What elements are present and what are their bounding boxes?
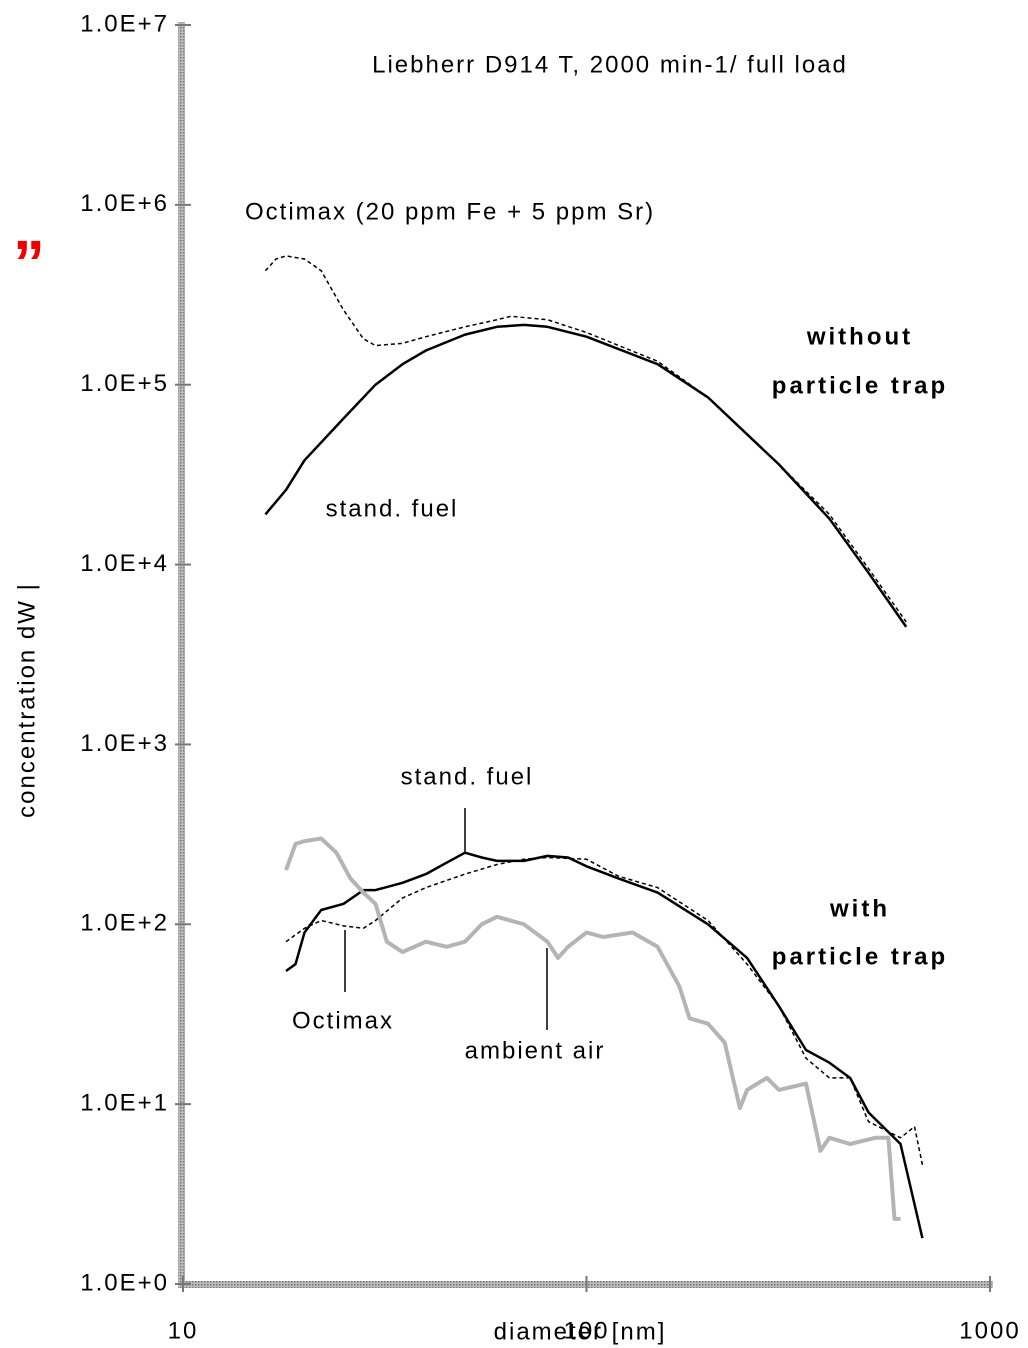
series-label: stand. fuel bbox=[401, 763, 534, 790]
chart-title: Liebherr D914 T, 2000 min-1/ full load bbox=[372, 51, 848, 78]
annotation: without bbox=[806, 323, 913, 350]
y-axis-label: concentration dW | bbox=[13, 582, 40, 818]
x-tick-label: 100 bbox=[563, 1317, 609, 1344]
x-tick-label: 1000 bbox=[959, 1317, 1020, 1344]
series-line bbox=[264, 323, 908, 628]
x-axis-label: diameter [nm] bbox=[494, 1318, 667, 1345]
x-tick-label: 10 bbox=[168, 1317, 199, 1344]
series-line bbox=[285, 856, 924, 1165]
y-tick-label: 1.0E+5 bbox=[80, 370, 169, 397]
y-tick-label: 1.0E+0 bbox=[80, 1269, 169, 1296]
y-tick-label: 1.0E+7 bbox=[80, 10, 169, 37]
series-label: ambient air bbox=[465, 1037, 606, 1064]
series-label: stand. fuel bbox=[326, 495, 459, 522]
y-axis bbox=[178, 22, 185, 1287]
series-line bbox=[264, 255, 907, 623]
y-tick-label: 1.0E+6 bbox=[80, 190, 169, 217]
y-tick-label: 1.0E+3 bbox=[80, 730, 169, 757]
series-label: Octimax bbox=[292, 1007, 394, 1034]
annotation: with bbox=[829, 895, 890, 922]
annotation: particle trap bbox=[772, 372, 948, 399]
annotation: particle trap bbox=[772, 943, 948, 970]
y-tick-label: 1.0E+2 bbox=[80, 910, 169, 937]
series-line bbox=[284, 836, 901, 1221]
series-label: Octimax (20 ppm Fe + 5 ppm Sr) bbox=[245, 198, 655, 225]
y-tick-label: 1.0E+4 bbox=[80, 550, 169, 577]
y-tick-label: 1.0E+1 bbox=[80, 1089, 169, 1116]
annotation: ” bbox=[13, 227, 47, 299]
